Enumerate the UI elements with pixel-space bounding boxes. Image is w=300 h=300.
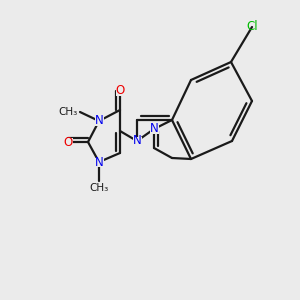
Text: Cl: Cl	[246, 20, 258, 34]
Bar	[94, 158, 103, 166]
Bar	[149, 124, 158, 134]
Text: N: N	[133, 134, 141, 148]
Text: O: O	[116, 85, 124, 98]
Text: CH₃: CH₃	[59, 107, 78, 117]
Bar	[94, 116, 103, 125]
Bar	[64, 137, 73, 146]
Bar	[116, 86, 124, 95]
Text: CH₃: CH₃	[89, 183, 109, 193]
Text: N: N	[94, 155, 103, 169]
Bar	[133, 136, 142, 146]
Text: N: N	[94, 115, 103, 128]
Text: O: O	[63, 136, 73, 148]
Text: N: N	[150, 122, 158, 136]
